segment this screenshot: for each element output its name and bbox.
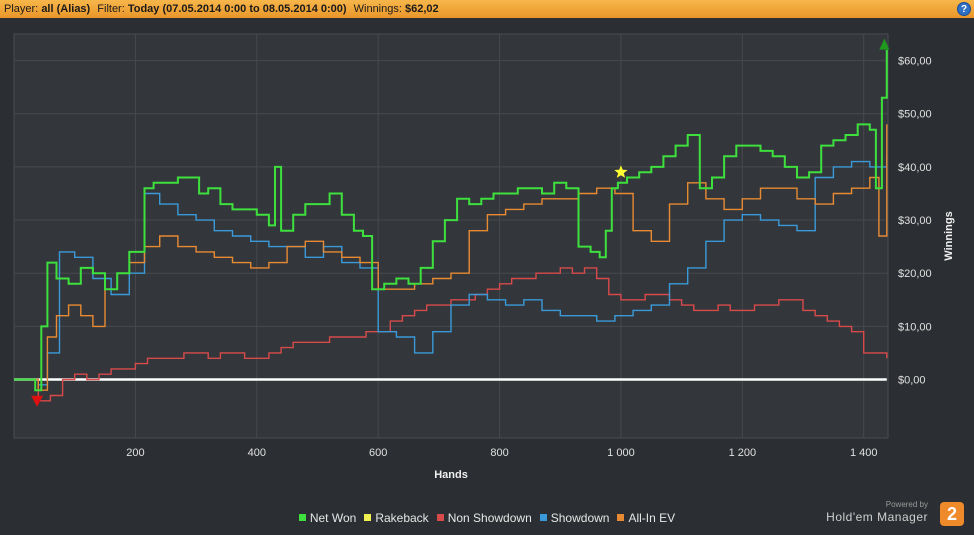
x-tick-label: 200 — [126, 447, 144, 459]
legend-swatch — [364, 514, 372, 521]
legend-label: Rakeback — [375, 510, 429, 525]
y-tick-label: $60,00 — [898, 56, 932, 68]
player-value: all (Alias) — [41, 3, 91, 15]
brand-badge: Powered by Hold'em Manager 2 — [816, 500, 966, 528]
player-label: Player: — [4, 3, 39, 15]
y-tick-label: $20,00 — [898, 268, 932, 280]
legend-item[interactable]: Rakeback — [364, 510, 429, 525]
title-bar: Player: all (Alias) Filter: Today (07.05… — [0, 0, 974, 18]
legend-swatch — [436, 514, 444, 521]
legend-item[interactable]: Showdown — [539, 510, 610, 525]
y-tick-label: $10,00 — [898, 321, 932, 333]
legend-item[interactable]: All-In EV — [617, 511, 675, 525]
legend-item[interactable]: Net Won — [298, 510, 357, 525]
winnings-label: Winnings: — [353, 3, 402, 15]
y-tick-label: $40,00 — [898, 162, 932, 174]
chart-svg: 200 400 600 800 1 000 1 200 1 400 $0,00 $10,00 $2… — [13, 33, 955, 481]
marker-star — [614, 165, 628, 178]
winnings-value: $62,02 — [404, 3, 439, 15]
help-icon[interactable]: ? — [957, 2, 971, 16]
brand-name: Hold'em Manager — [826, 510, 928, 524]
legend-label: Showdown — [550, 510, 610, 525]
x-tick-label: 800 — [490, 447, 508, 459]
powered-by-text: Powered by — [885, 500, 928, 509]
hem-logo-icon: 2 — [940, 502, 964, 526]
y-axis-label: Winnings — [943, 211, 955, 260]
legend-swatch — [539, 514, 547, 521]
y-tick-label: $0,00 — [898, 375, 926, 387]
marker-triangle-down — [31, 395, 44, 407]
legend-label: Net Won — [309, 510, 357, 525]
legend-label: All-In EV — [628, 510, 676, 525]
filter-value: Today (07.05.2014 0:00 to 08.05.2014 0:0… — [127, 3, 347, 15]
marker-triangle-up — [879, 38, 890, 50]
legend-swatch — [298, 514, 306, 521]
y-tick-label: $50,00 — [898, 109, 932, 121]
series-line-net-won — [14, 49, 888, 392]
x-axis-label: Hands — [434, 469, 468, 481]
x-tick-label: 600 — [369, 447, 387, 459]
x-tick-label: 1 400 — [850, 447, 878, 459]
x-tick-label: 1 000 — [607, 447, 635, 459]
winnings-chart[interactable]: 200 400 600 800 1 000 1 200 1 400 $0,00 $10,00 $2… — [0, 18, 974, 530]
x-tick-label: 400 — [248, 447, 266, 459]
legend-label: Non Showdown — [447, 510, 532, 525]
y-tick-label: $30,00 — [898, 215, 932, 227]
x-tick-label: 1 200 — [729, 447, 757, 459]
filter-label: Filter: — [97, 3, 125, 15]
legend: Net Won Rakeback Non Showdown Showdown All-I… — [0, 510, 974, 525]
legend-swatch — [617, 514, 625, 521]
legend-item[interactable]: Non Showdown — [436, 510, 532, 525]
